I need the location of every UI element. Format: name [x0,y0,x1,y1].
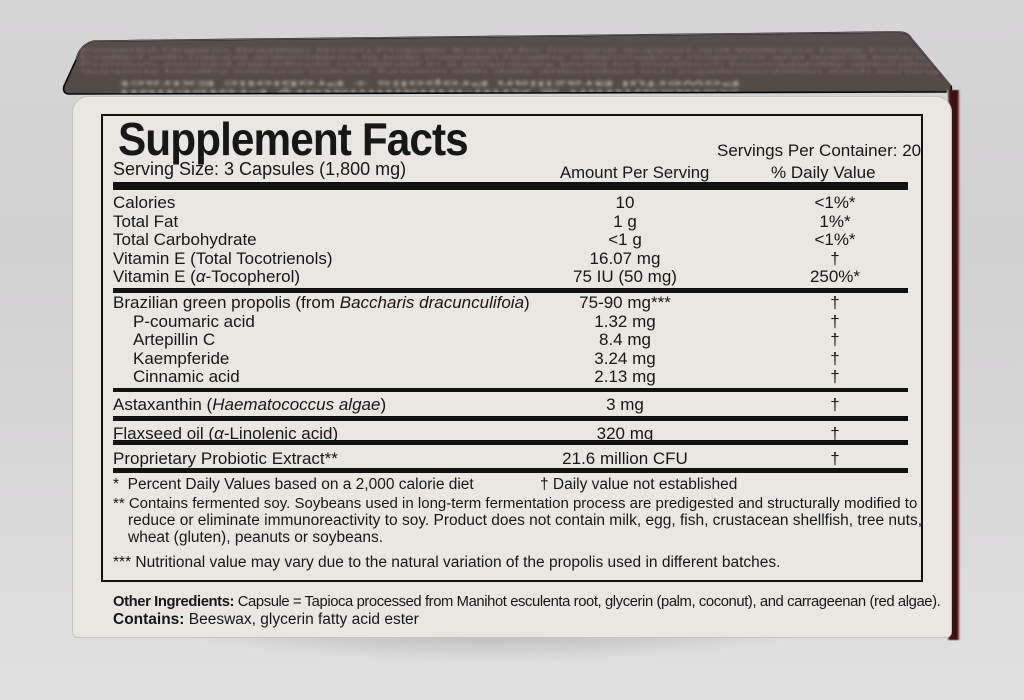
svg-text:Powerful Organic Brazilian Gre: Powerful Organic Brazilian Green Propoli… [80,48,940,54]
svg-text:Premium sourced ingredients co: Premium sourced ingredients combined in … [80,62,940,68]
svg-text:Supports healthy immune cellul: Supports healthy immune cellular functio… [80,69,940,75]
svg-text:Powerful Brazilian Propolis +: Powerful Brazilian Propolis + Probiotic … [117,79,740,86]
svg-text:Crafted with natural antioxida: Crafted with natural antioxidants to hel… [80,55,940,61]
